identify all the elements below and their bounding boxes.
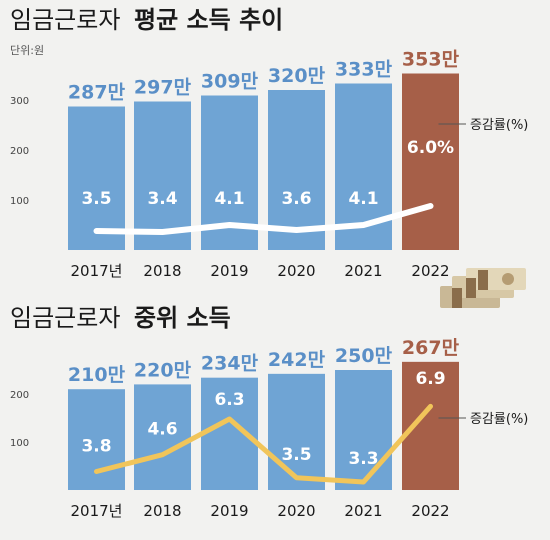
growth-rate-label: 3.4 xyxy=(147,189,177,209)
category-label: 2017년 xyxy=(71,502,123,520)
bar-value-label: 220만 xyxy=(134,359,192,381)
category-label: 2020 xyxy=(277,262,315,280)
category-label: 2017년 xyxy=(71,262,123,280)
bar-value-label: 267만 xyxy=(402,337,460,359)
chart1-plot: 100 200 300 287만 2017년 297만 2018 309만 2019 320만 20… xyxy=(10,49,528,281)
bar-value-label: 250만 xyxy=(335,345,393,367)
bar xyxy=(402,73,459,250)
growth-rate-label: 6.9 xyxy=(415,369,445,389)
bar xyxy=(134,101,191,250)
y-tick-label: 100 xyxy=(10,196,29,207)
y-tick-label: 200 xyxy=(10,146,29,157)
growth-rate-label: 4.6 xyxy=(147,420,177,440)
bar xyxy=(335,370,392,490)
chart2-plot: 100 200 210만 2017년 220만 2018 234만 2019 242만 2020 2… xyxy=(10,337,528,520)
bar-value-label: 242만 xyxy=(268,349,326,371)
legend-label: 증감률(%) xyxy=(470,118,528,133)
bar-value-label: 320만 xyxy=(268,65,326,87)
category-label: 2019 xyxy=(210,502,248,520)
growth-rate-label: 3.5 xyxy=(81,189,111,209)
chart1-title: 임금근로자 평균 소득 추이 xyxy=(10,6,283,34)
bar-value-label: 333만 xyxy=(335,59,393,81)
growth-rate-label: 4.1 xyxy=(348,189,378,209)
growth-rate-label: 6.0% xyxy=(407,138,454,158)
growth-rate-label: 3.8 xyxy=(81,437,111,457)
legend-label: 증감률(%) xyxy=(470,412,528,427)
growth-rate-label: 6.3 xyxy=(214,390,244,410)
money-bundle-icon xyxy=(440,268,526,308)
category-label: 2018 xyxy=(143,502,181,520)
category-label: 2021 xyxy=(344,262,382,280)
bar-value-label: 309만 xyxy=(201,71,259,93)
y-tick-label: 200 xyxy=(10,390,29,401)
bar-value-label: 353만 xyxy=(402,49,460,71)
chart1-unit-label: 단위:원 xyxy=(10,44,44,57)
category-label: 2022 xyxy=(411,262,449,280)
category-label: 2022 xyxy=(411,502,449,520)
bar-value-label: 210만 xyxy=(68,364,126,386)
growth-rate-label: 3.5 xyxy=(281,445,311,465)
category-label: 2020 xyxy=(277,502,315,520)
growth-rate-label: 4.1 xyxy=(214,189,244,209)
bar xyxy=(68,106,125,250)
growth-line xyxy=(93,203,434,235)
growth-line xyxy=(94,403,433,485)
category-label: 2018 xyxy=(143,262,181,280)
bar xyxy=(134,384,191,490)
bar-value-label: 297만 xyxy=(134,77,192,99)
y-tick-label: 100 xyxy=(10,438,29,449)
bar xyxy=(268,373,325,490)
category-label: 2019 xyxy=(210,262,248,280)
bar-value-label: 234만 xyxy=(201,353,259,375)
bar-value-label: 287만 xyxy=(68,82,126,104)
bar xyxy=(268,90,325,250)
chart2-title: 임금근로자 중위 소득 xyxy=(10,304,231,332)
growth-rate-label: 3.3 xyxy=(348,449,378,469)
category-label: 2021 xyxy=(344,502,382,520)
y-tick-label: 300 xyxy=(10,96,29,107)
growth-rate-label: 3.6 xyxy=(281,189,311,209)
